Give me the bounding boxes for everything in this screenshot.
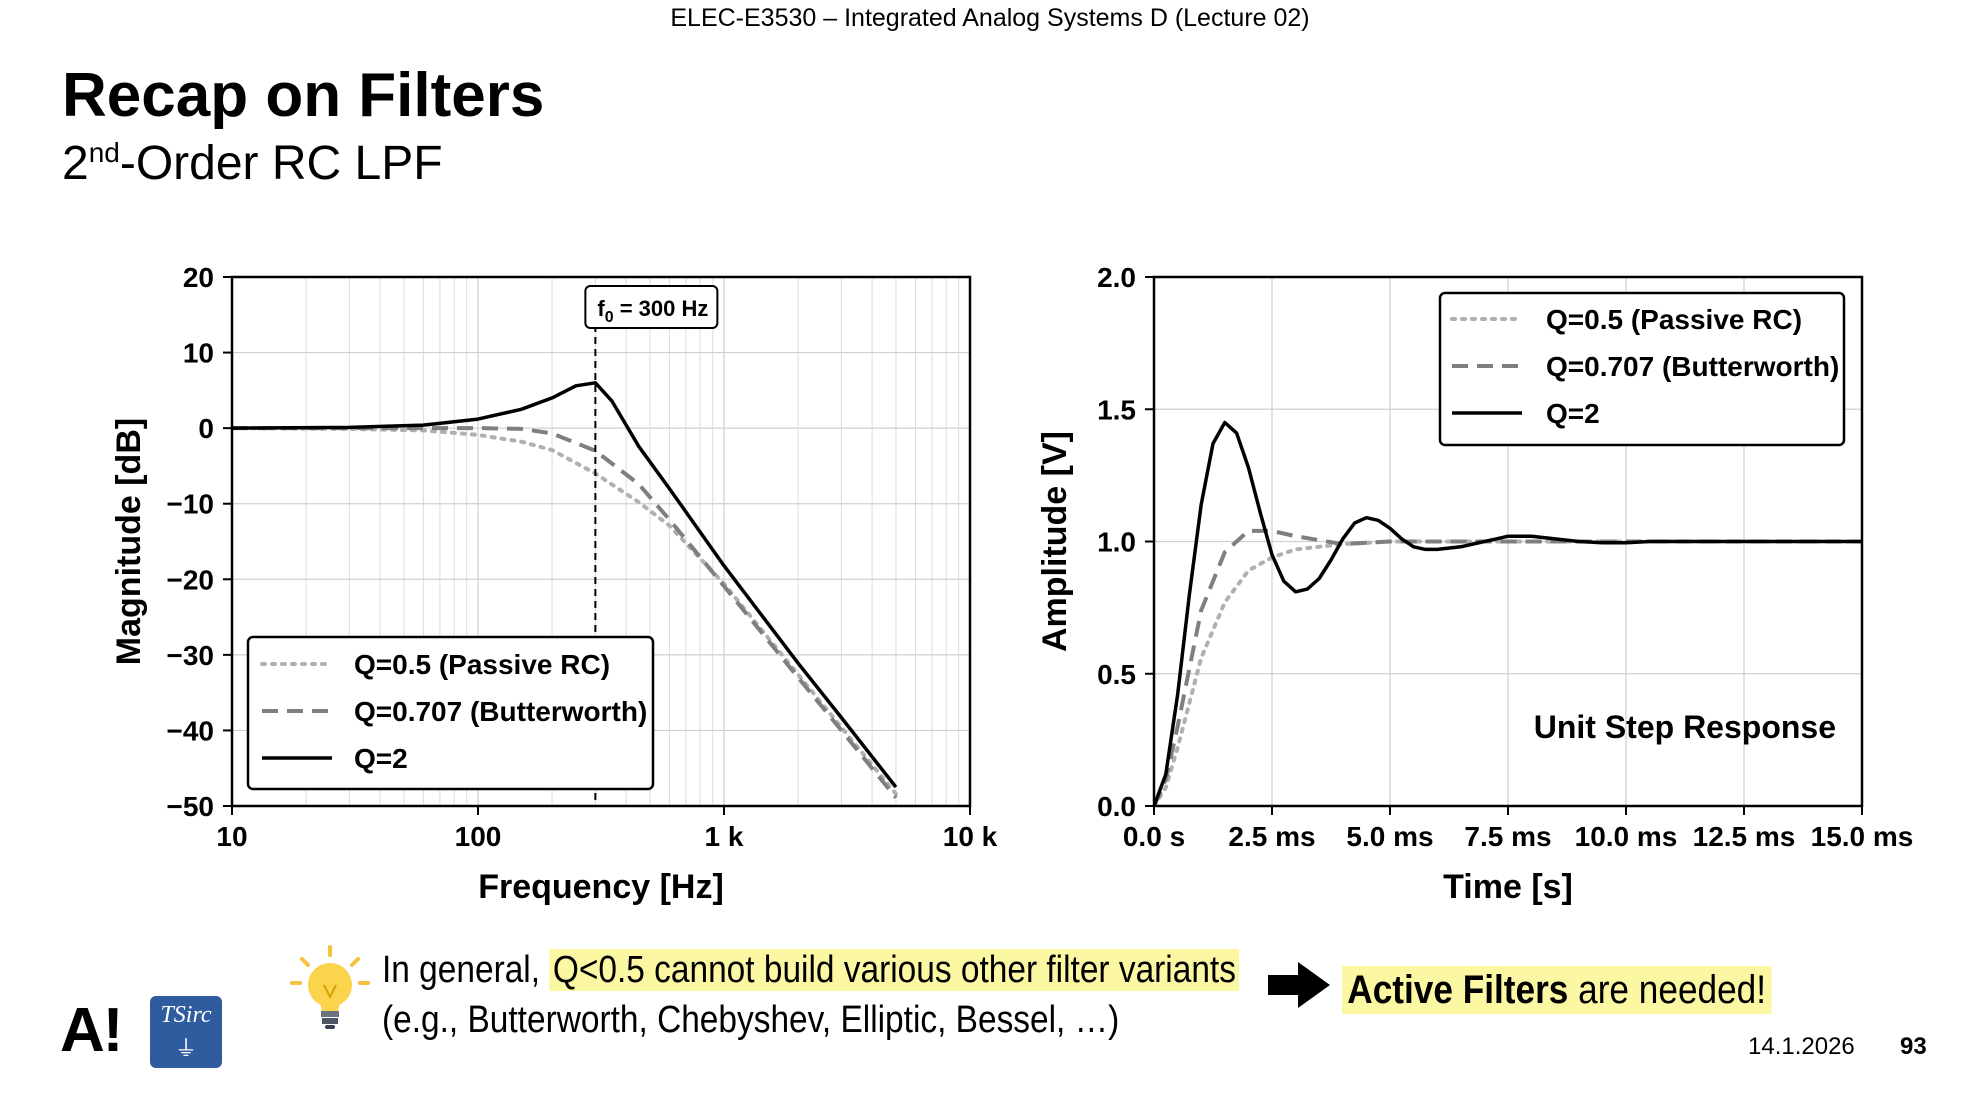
legend-label: Q=0.707 (Butterworth): [1546, 351, 1839, 382]
course-header: ELEC-E3530 – Integrated Analog Systems D…: [670, 4, 1310, 32]
tsirc-logo-text: TSirc: [160, 1002, 212, 1028]
y-tick-label: 10: [183, 338, 214, 369]
tsirc-logo: TSirc ⏚: [150, 996, 222, 1068]
y-axis-label: Amplitude [V]: [1036, 431, 1074, 652]
x-tick-label: 15.0 ms: [1811, 821, 1914, 852]
x-tick-label: 7.5 ms: [1464, 821, 1551, 852]
subtitle-rest: -Order RC LPF: [119, 137, 443, 190]
legend-label: Q=0.5 (Passive RC): [1546, 304, 1802, 335]
x-tick-label: 2.5 ms: [1228, 821, 1315, 852]
x-axis-label: Time [s]: [1443, 868, 1573, 906]
legend-label: Q=2: [1546, 398, 1600, 429]
x-tick-label: 0.0 s: [1123, 821, 1185, 852]
note-line-1: In general, Q<0.5 cannot build various o…: [382, 945, 1240, 995]
page-number: 93: [1900, 1033, 1927, 1060]
note-highlight: Q<0.5 cannot build various other filter …: [549, 949, 1240, 991]
note-plain: In general,: [382, 949, 541, 991]
y-tick-label: −30: [167, 640, 215, 671]
conclusion-bold: Active Filters: [1347, 968, 1569, 1012]
conclusion-text: Active Filters are needed!: [1342, 966, 1772, 1014]
y-tick-label: −50: [167, 791, 215, 822]
legend-label: Q=0.5 (Passive RC): [354, 649, 610, 680]
subtitle-superscript: nd: [88, 137, 120, 168]
y-tick-label: 0: [198, 413, 214, 444]
conclusion-rest: are needed!: [1568, 968, 1767, 1012]
unit-step-annotation: Unit Step Response: [1534, 709, 1836, 745]
subtitle-base: 2: [62, 137, 89, 190]
y-tick-label: 1.5: [1097, 394, 1136, 425]
y-tick-label: 20: [183, 262, 214, 293]
step-response-chart: 0.0 s 2.5 ms 5.0 ms 7.5 ms 10.0 ms 12.5 ms 15.…: [1036, 262, 1914, 906]
x-tick-label: 10: [216, 821, 247, 852]
aalto-logo: A!: [60, 996, 123, 1065]
series-line-Q=2: [232, 381, 898, 789]
legend-box: [1438, 291, 1846, 447]
y-tick-label: −40: [167, 715, 215, 746]
footer-date: 14.1.2026: [1748, 1033, 1855, 1060]
y-tick-label: 1.0: [1097, 527, 1136, 558]
series-line-Q=2: [1154, 420, 1862, 806]
x-tick-label: 5.0 ms: [1346, 821, 1433, 852]
note-line-2: (e.g., Butterworth, Chebyshev, Elliptic,…: [382, 999, 1120, 1041]
right-arrow-icon: [1268, 962, 1330, 1008]
slide-title: Recap on Filters: [62, 61, 545, 130]
x-tick-label: 100: [455, 821, 502, 852]
tsirc-logo-symbol-icon: ⏚: [174, 1036, 197, 1061]
conclusion-highlight: Active Filters are needed!: [1342, 966, 1772, 1014]
f0-annotation-box: [584, 285, 719, 329]
y-tick-label: 0.0: [1097, 791, 1136, 822]
x-tick-label: 12.5 ms: [1693, 821, 1796, 852]
legend-box: [246, 635, 655, 791]
general-note: In general, Q<0.5 cannot build various o…: [382, 945, 1240, 1045]
f0-annotation-label: f0 = 300 Hz: [597, 296, 708, 326]
y-axis-label: Magnitude [dB]: [110, 418, 148, 665]
y-tick-label: −10: [167, 489, 215, 520]
legend-label: Q=2: [354, 743, 408, 774]
slide-subtitle: 2nd-Order RC LPF: [62, 136, 443, 191]
x-tick-label: 10.0 ms: [1575, 821, 1678, 852]
x-tick-label: 1 k: [705, 821, 744, 852]
plot-frame: [230, 275, 972, 808]
y-tick-label: 2.0: [1097, 262, 1136, 293]
lightbulb-icon: [290, 945, 370, 1029]
x-axis-label: Frequency [Hz]: [478, 868, 724, 906]
x-tick-label: 10 k: [943, 821, 998, 852]
series-line-Q=0.707 (Butterworth): [1154, 528, 1862, 806]
y-tick-label: 0.5: [1097, 659, 1136, 690]
y-tick-label: −20: [167, 564, 215, 595]
legend-label: Q=0.707 (Butterworth): [354, 696, 647, 727]
